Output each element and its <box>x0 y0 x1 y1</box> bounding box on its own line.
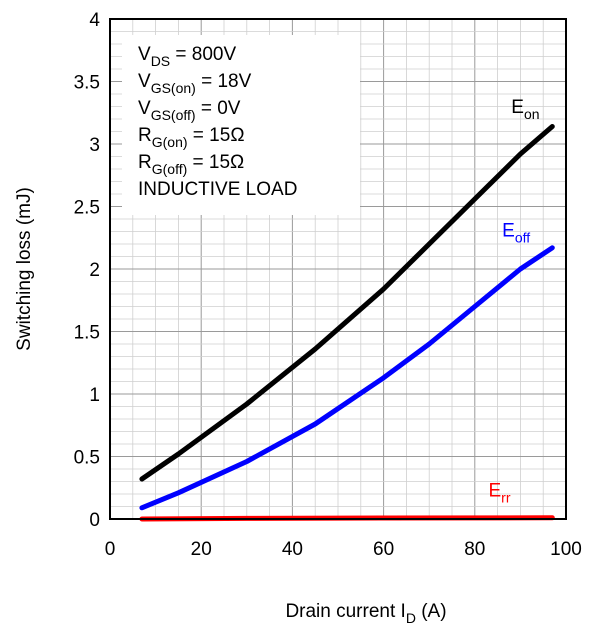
condition-3: RG(on) = 15Ω <box>138 125 245 150</box>
x-tick-label: 0 <box>105 539 116 560</box>
condition-4: RG(off) = 15Ω <box>138 152 244 177</box>
condition-0: VDS = 800V <box>138 44 236 69</box>
series-line-off <box>139 245 555 511</box>
y-tick-labels: 0 0.5 1 1.5 2 2.5 3 3.5 4 <box>74 10 101 531</box>
condition-2: VGS(off) = 0V <box>138 98 241 123</box>
y-tick-label: 3 <box>89 135 100 156</box>
series-labels: Eon Eoff Err <box>488 97 539 506</box>
x-tick-labels: 0 20 40 60 80 100 <box>105 539 582 560</box>
y-tick-label: 1.5 <box>74 323 100 344</box>
series-line-on <box>139 124 555 482</box>
x-tick-label: 20 <box>191 539 212 560</box>
y-tick-label: 4 <box>89 10 100 31</box>
series-label-on: Eon <box>511 97 539 122</box>
y-tick-label: 2.5 <box>74 198 100 219</box>
condition-1: VGS(on) = 18V <box>138 71 252 96</box>
y-tick-label: 3.5 <box>74 73 100 94</box>
conditions-box <box>122 35 360 215</box>
x-tick-label: 100 <box>550 539 582 560</box>
y-axis-label: Switching loss (mJ) <box>14 187 35 351</box>
y-tick-label: 2 <box>89 260 100 281</box>
x-axis-label: Drain current ID (A) <box>285 601 446 626</box>
x-tick-label: 60 <box>373 539 394 560</box>
x-tick-label: 40 <box>282 539 303 560</box>
y-tick-label: 0.5 <box>74 448 100 469</box>
series-label-rr: Err <box>488 481 510 506</box>
condition-5: INDUCTIVE LOAD <box>138 179 297 200</box>
x-tick-label: 80 <box>464 539 485 560</box>
y-tick-label: 1 <box>89 385 100 406</box>
series-label-off: Eoff <box>502 221 530 246</box>
plot-frame <box>109 18 567 520</box>
y-tick-label: 0 <box>89 510 100 531</box>
